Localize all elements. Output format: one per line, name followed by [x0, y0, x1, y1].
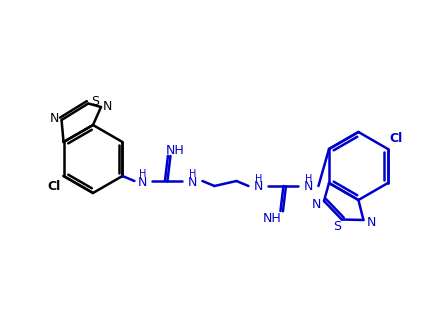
Text: N: N: [304, 181, 313, 193]
Text: H: H: [139, 169, 146, 179]
Text: H: H: [255, 174, 262, 184]
Text: S: S: [91, 95, 99, 108]
Text: N: N: [102, 100, 112, 112]
Text: Cl: Cl: [389, 133, 403, 145]
Text: N: N: [188, 176, 197, 188]
Text: N: N: [367, 216, 376, 230]
Text: N: N: [254, 181, 263, 193]
Text: N: N: [138, 176, 147, 188]
Text: NH: NH: [263, 212, 282, 225]
Text: NH: NH: [166, 144, 185, 158]
Text: S: S: [333, 220, 341, 233]
Text: H: H: [305, 174, 312, 184]
Text: N: N: [311, 198, 321, 210]
Text: Cl: Cl: [47, 180, 60, 192]
Text: N: N: [50, 112, 59, 126]
Text: H: H: [189, 169, 196, 179]
